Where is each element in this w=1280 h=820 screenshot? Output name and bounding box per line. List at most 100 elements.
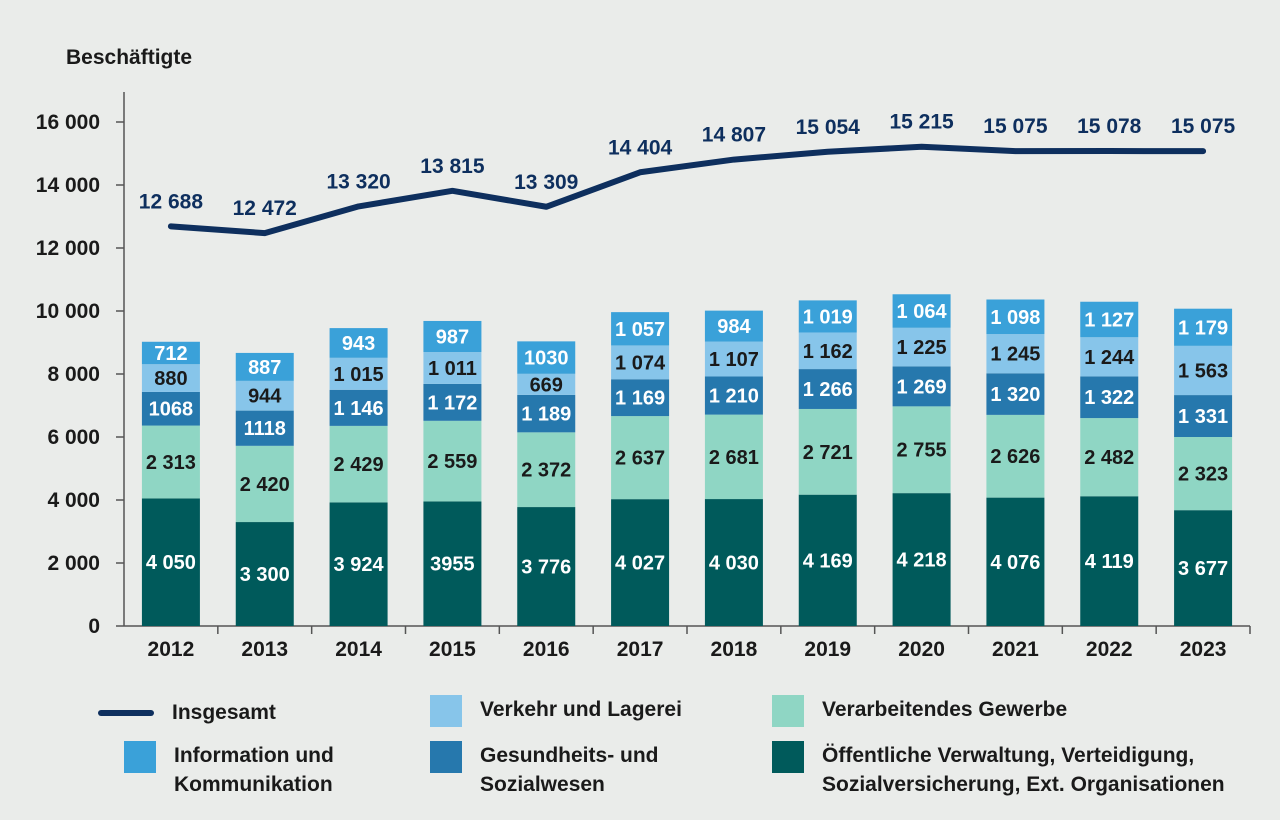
bar-value-label: 1 074 — [615, 352, 666, 374]
bar-value-label: 4 169 — [803, 550, 853, 572]
bar-segment — [1080, 337, 1139, 377]
bar-value-label: 944 — [248, 386, 282, 408]
bar-segment — [1174, 510, 1233, 626]
y-tick-label: 2 000 — [47, 552, 100, 575]
legend-item-insgesamt: Insgesamt — [98, 698, 276, 727]
bar-value-label: 1 146 — [334, 398, 384, 420]
y-tick-label: 4 000 — [47, 489, 100, 512]
y-tick-label: 6 000 — [47, 426, 100, 449]
bar-segment — [329, 328, 388, 358]
legend-label-information: Information und Kommunikation — [174, 744, 334, 796]
bar-segment — [235, 522, 294, 626]
x-tick-label: 2016 — [523, 638, 570, 661]
x-tick-label: 2021 — [992, 638, 1039, 661]
y-tick-label: 0 — [88, 615, 100, 638]
bar-value-label: 1 225 — [897, 337, 947, 359]
bar-segment — [235, 445, 294, 523]
bar-segment — [423, 420, 482, 502]
x-tick-label: 2013 — [241, 638, 288, 661]
bar-segment — [423, 320, 482, 353]
bar-segment — [704, 341, 763, 377]
bar-value-label: 1 210 — [709, 386, 759, 408]
bar-segment — [892, 327, 951, 367]
bar-value-label: 943 — [342, 333, 375, 355]
bar-value-label: 2 429 — [334, 454, 384, 476]
bar-value-label: 3 300 — [240, 564, 290, 586]
legend-item-verarbeitend: Verarbeitendes Gewerbe — [772, 695, 1067, 727]
bar-value-label: 1068 — [149, 399, 194, 421]
bar-segment — [611, 312, 670, 346]
bar-segment — [611, 345, 670, 380]
x-tick-label: 2020 — [898, 638, 945, 661]
line-value-label: 14 807 — [702, 124, 766, 147]
bar-value-label: 1030 — [524, 348, 569, 370]
bar-segment — [798, 300, 857, 333]
bar-value-label: 2 681 — [709, 447, 759, 469]
bar-value-label: 1 127 — [1084, 309, 1134, 331]
bar-segment — [986, 414, 1045, 498]
bar-segment — [517, 507, 576, 626]
legend-swatch-gesundheit — [430, 741, 462, 773]
line-value-label: 15 078 — [1077, 115, 1142, 138]
bar-segment — [892, 366, 951, 407]
bar-segment — [704, 376, 763, 415]
bar-value-label: 3 924 — [334, 554, 385, 576]
bar-value-label: 3 677 — [1178, 558, 1228, 580]
x-tick-label: 2019 — [804, 638, 851, 661]
bar-value-label: 1 169 — [615, 388, 665, 410]
bar-segment — [517, 341, 576, 374]
bar-segment — [892, 294, 951, 328]
bar-value-label: 712 — [154, 343, 187, 365]
bar-segment — [141, 341, 200, 365]
bar-value-label: 2 626 — [990, 446, 1040, 468]
bar-segment — [704, 414, 763, 500]
legend-label-verkehr: Verkehr und Lagerei — [480, 698, 682, 721]
bar-segment — [1080, 376, 1139, 419]
bar-value-label: 3 776 — [521, 557, 571, 579]
bar-value-label: 1 269 — [897, 376, 947, 398]
legend-swatch-verkehr — [430, 695, 462, 727]
bar-segment — [141, 425, 200, 499]
x-tick-label: 2015 — [429, 638, 476, 661]
bar-value-label: 1 179 — [1178, 317, 1228, 339]
bar-value-label: 1 563 — [1178, 360, 1228, 382]
line-value-label: 14 404 — [608, 136, 673, 159]
bar-segment — [329, 425, 388, 503]
bar-segment — [611, 416, 670, 500]
line-value-label: 12 688 — [139, 190, 204, 213]
bar-value-label: 2 559 — [427, 451, 477, 473]
bar-segment — [329, 502, 388, 626]
bar-value-label: 4 119 — [1085, 551, 1134, 573]
bar-segment — [329, 357, 388, 390]
bar-segment — [798, 494, 857, 626]
bar-value-label: 880 — [154, 368, 187, 390]
legend-swatch-information — [124, 741, 156, 773]
legend-swatch-verarbeitend — [772, 695, 804, 727]
x-tick-label: 2012 — [148, 638, 195, 661]
bar-value-label: 2 637 — [615, 448, 665, 470]
bar-value-label: 2 721 — [803, 442, 853, 464]
bar-segment — [329, 389, 388, 426]
bar-segment — [141, 391, 200, 426]
bar-stacks: 4 050 2 313 1068 880 712 3 300 2 420 1118 944 887… — [141, 294, 1233, 626]
bar-value-label: 1 172 — [427, 392, 477, 414]
bar-segment — [1174, 345, 1233, 396]
bar-value-label: 4 076 — [990, 552, 1040, 574]
bar-value-label: 4 050 — [146, 552, 196, 574]
legend-item-oeffentlich: Öffentliche Verwaltung, Verteidigung, So… — [772, 741, 1225, 799]
bar-segment — [704, 499, 763, 626]
x-tick-label: 2022 — [1086, 638, 1133, 661]
legend-label-insgesamt: Insgesamt — [172, 701, 276, 724]
bar-value-label: 1 011 — [428, 358, 477, 380]
bar-segment — [517, 394, 576, 433]
bar-value-label: 4 030 — [709, 553, 759, 575]
y-tick-label: 16 000 — [36, 111, 100, 134]
x-tick-label: 2023 — [1180, 638, 1227, 661]
bar-segment — [141, 498, 200, 626]
bar-value-label: 1 064 — [897, 301, 948, 323]
bar-segment — [892, 406, 951, 494]
bar-value-label: 1 245 — [990, 344, 1040, 366]
stacked-bar-chart: Beschäftigte 0 2 000 4 000 6 000 8 000 10 000… — [36, 46, 1251, 661]
bar-value-label: 1 107 — [709, 349, 759, 371]
bar-segment — [611, 499, 670, 626]
